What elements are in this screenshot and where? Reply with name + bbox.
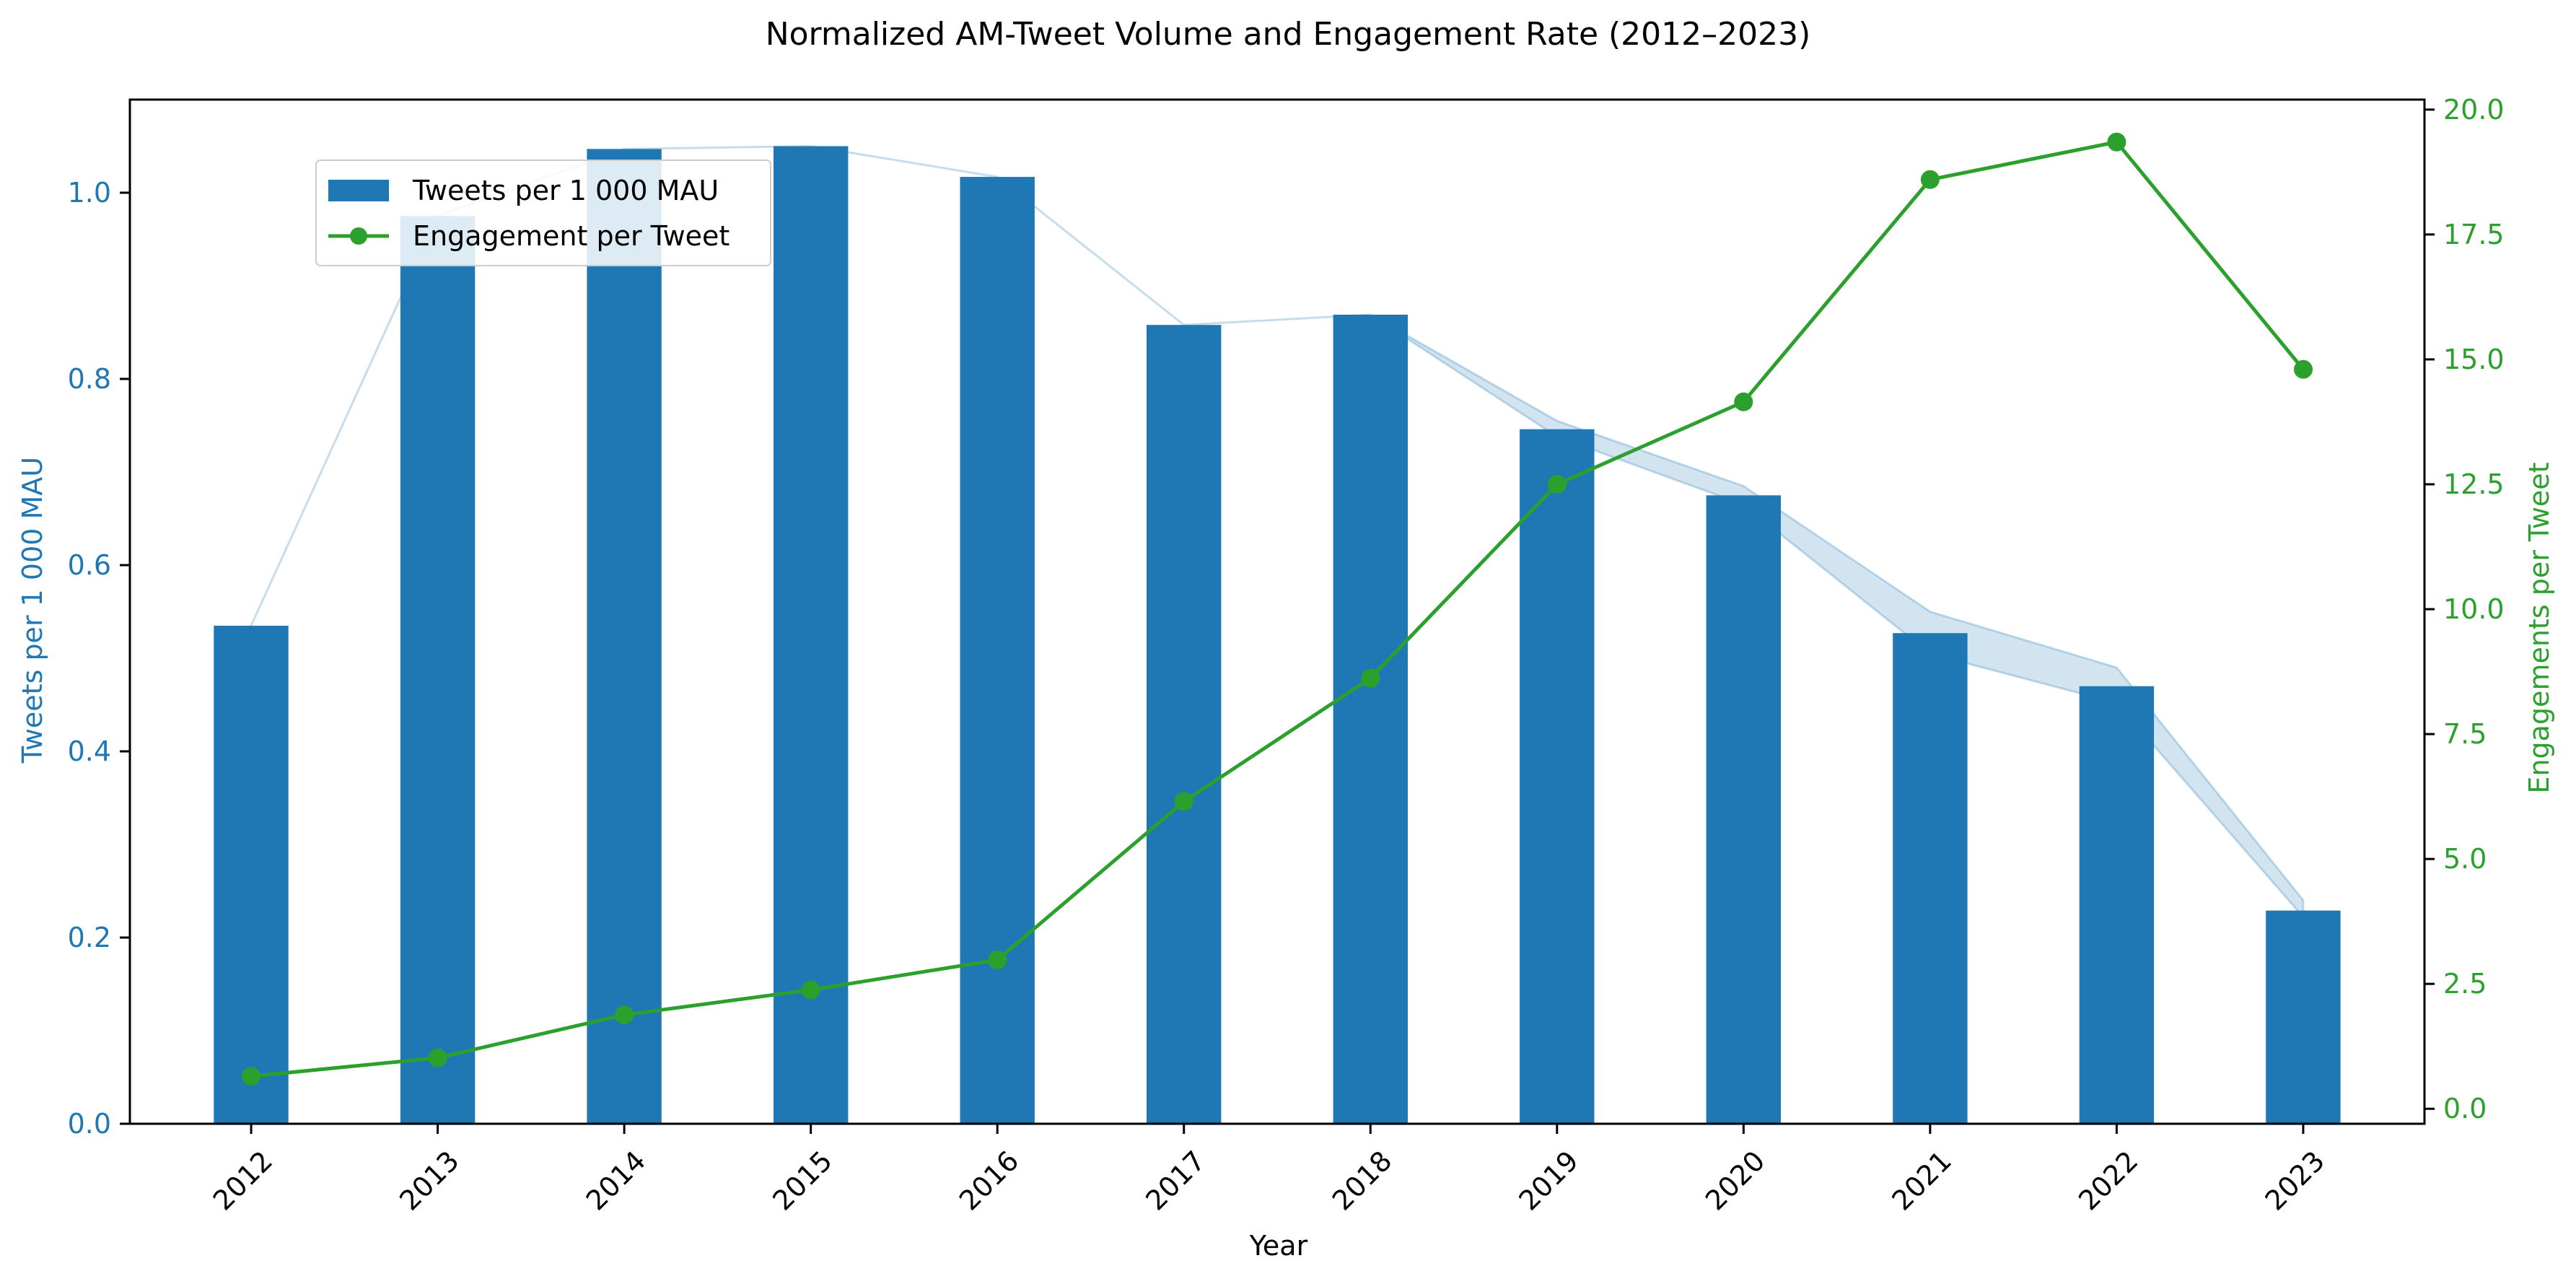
y-right-tick-label: 17.5 <box>2443 219 2505 250</box>
legend-bar-swatch <box>328 180 389 201</box>
tweets-band <box>250 144 2305 920</box>
bar-2018 <box>1333 315 1408 1124</box>
engagement-point-2014 <box>615 1005 634 1025</box>
engagement-point-2016 <box>988 951 1007 969</box>
bar-2012 <box>214 625 289 1124</box>
bar-2023 <box>2266 910 2341 1124</box>
y-left-tick-label: 0.0 <box>68 1108 111 1140</box>
y-axis-left-label: Tweets per 1 000 MAU <box>17 457 48 764</box>
y-left-tick-label: 0.6 <box>68 549 111 581</box>
y-right-tick-label: 2.5 <box>2443 968 2487 1000</box>
legend-marker-swatch <box>350 227 367 245</box>
y-left-tick-label: 0.8 <box>68 363 111 395</box>
y-right-tick-label: 5.0 <box>2443 843 2487 875</box>
bar-2013 <box>400 216 476 1124</box>
bar-2017 <box>1147 325 1222 1124</box>
engagement-point-2023 <box>2294 359 2313 379</box>
bar-2016 <box>960 177 1035 1124</box>
bar-2020 <box>1706 495 1781 1124</box>
y-left-tick-label: 1.0 <box>68 177 111 209</box>
bar-2019 <box>1520 429 1595 1124</box>
legend-frame <box>315 160 771 266</box>
plot-frame <box>128 98 2426 1125</box>
bar-2021 <box>1893 633 1968 1124</box>
y-axis-right-label: Engagements per Tweet <box>2523 462 2555 793</box>
engagement-point-2019 <box>1547 475 1567 494</box>
engagement-point-2021 <box>1920 170 1940 189</box>
engagement-point-2013 <box>428 1048 447 1067</box>
engagement-point-2022 <box>2107 132 2126 152</box>
chart-legend: Tweets per 1 000 MAU Engagement per Twee… <box>315 160 771 266</box>
chart-title: Normalized AM-Tweet Volume and Engagemen… <box>766 16 1811 53</box>
x-axis-label: Year <box>1249 1230 1308 1262</box>
engagement-point-2020 <box>1734 392 1753 411</box>
legend-label-bars: Tweets per 1 000 MAU <box>412 175 719 206</box>
confidence-band-layer <box>250 144 2305 920</box>
bar-layer <box>214 146 2341 1124</box>
y-right-tick-label: 15.0 <box>2443 344 2505 375</box>
bar-2014 <box>587 149 662 1124</box>
engagement-line <box>250 140 2305 1078</box>
engagement-point-2017 <box>1174 792 1193 811</box>
engagement-point-2018 <box>1361 668 1380 688</box>
y-left-tick-label: 0.4 <box>68 735 111 767</box>
bar-2015 <box>774 146 849 1124</box>
y-left-tick-label: 0.2 <box>68 922 111 953</box>
engagement-point-2015 <box>801 980 820 1000</box>
y-right-tick-label: 0.0 <box>2443 1093 2487 1124</box>
y-right-tick-label: 10.0 <box>2443 593 2505 625</box>
y-right-tick-label: 12.5 <box>2443 468 2505 500</box>
bar-2022 <box>2079 686 2155 1124</box>
y-right-tick-label: 20.0 <box>2443 94 2505 126</box>
legend-label-line: Engagement per Tweet <box>413 220 730 252</box>
line-layer <box>242 132 2313 1086</box>
engagement-point-2012 <box>242 1067 260 1086</box>
y-right-tick-label: 7.5 <box>2443 718 2487 750</box>
